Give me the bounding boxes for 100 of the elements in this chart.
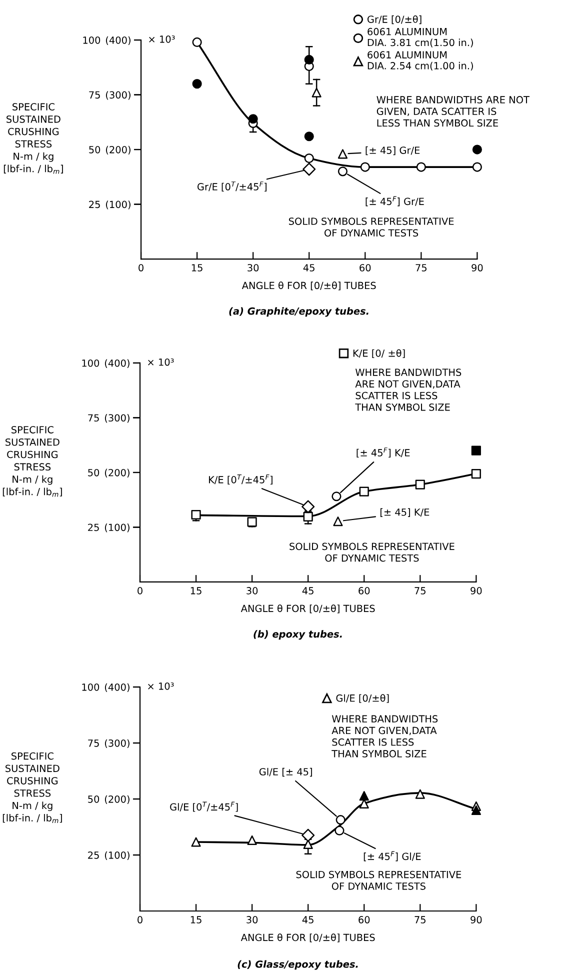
x-tick-label: 60: [358, 916, 370, 924]
y-tick-label: 50: [89, 146, 100, 154]
annotation: × 10³: [148, 358, 174, 366]
annotation: [± 45] K/E: [380, 508, 430, 517]
y-axis-title: SPECIFIC SUSTAINED CRUSHING STRESS N-m / kg [lbf-in. / lb$_{m}$]: [2, 426, 62, 497]
x-tick-label: 60: [358, 587, 370, 594]
annotation: WHERE BANDWIDTHS ARE NOT GIVEN, DATA SCATTER IS LESS THAN SYMBOL SIZE: [376, 96, 530, 127]
x-tick-label: 75: [414, 916, 426, 924]
annotation: × 10³: [149, 35, 175, 43]
x-tick-label: 75: [414, 587, 426, 594]
y2-tick-label: (400): [104, 359, 130, 368]
point: [304, 132, 314, 142]
y-tick-label: 100: [82, 683, 100, 691]
x-tick-label: 45: [302, 916, 314, 924]
y-tick-label: 100: [82, 359, 100, 367]
point: [472, 162, 482, 172]
point: [471, 469, 481, 479]
x-tick-label: 60: [360, 264, 371, 272]
x-tick-label: 45: [302, 587, 314, 594]
point: [302, 500, 315, 514]
point: [334, 826, 344, 836]
legend-label: Gl/E [0/±θ]: [336, 694, 389, 703]
annotation: SOLID SYMBOLS REPRESENTATIVE OF DYNAMIC TESTS: [296, 870, 462, 890]
y2-tick-label: (400): [106, 36, 130, 45]
point: [360, 162, 370, 172]
point: [312, 88, 322, 98]
text: (b) epoxy tubes.: [254, 630, 342, 640]
annotation: Gl/E [0$^{T}$/±45$^{F}$]: [170, 802, 238, 812]
legend-label: K/E [0/ ±θ]: [353, 349, 405, 358]
annotation: SOLID SYMBOLS REPRESENTATIVE OF DYNAMIC TESTS: [288, 218, 454, 237]
x-tick-label: 0: [138, 264, 144, 272]
annotation: SOLID SYMBOLS REPRESENTATIVE OF DYNAMIC TESTS: [290, 542, 454, 562]
point: [415, 789, 425, 799]
point: [472, 144, 482, 154]
point: [304, 153, 314, 164]
y2-tick-label: (100): [106, 200, 130, 210]
point: [338, 166, 348, 176]
y-tick-label: 75: [88, 414, 99, 422]
annotation: WHERE BANDWIDTHS ARE NOT GIVEN,DATA SCATTER IS LESS THAN SYMBOL SIZE: [355, 368, 462, 411]
point: [333, 516, 343, 526]
y-tick-label: 25: [89, 200, 100, 208]
annotation: Gr/E [0$^{T}$/±45$^{F}$]: [198, 182, 267, 192]
x-tick-label: 90: [470, 916, 482, 924]
y-tick-label: 75: [89, 91, 100, 99]
point: [192, 79, 202, 89]
annotation: WHERE BANDWIDTHS ARE NOT GIVEN,DATA SCATTER IS LESS THAN SYMBOL SIZE: [332, 715, 438, 758]
point: [415, 480, 425, 490]
point: [192, 37, 202, 47]
x-axis-title: ANGLE θ FOR [0/±θ] TUBES: [240, 604, 375, 614]
x-tick-label: 75: [416, 264, 427, 272]
y2-tick-label: (400): [104, 683, 130, 692]
y-axis-title: SPECIFIC SUSTAINED CRUSHING STRESS N-m / kg [lbf-in. / lb$_{m}$]: [4, 103, 63, 174]
x-tick-label: 15: [190, 916, 202, 924]
point: [247, 517, 257, 527]
point: [303, 512, 313, 522]
x-axis-title: ANGLE θ FOR [0/±θ] TUBES: [242, 282, 376, 290]
point: [416, 162, 426, 172]
point: [191, 837, 201, 847]
text: (a) Graphite/epoxy tubes.: [229, 307, 368, 317]
y-tick-label: 25: [88, 851, 99, 859]
x-tick-label: 0: [138, 916, 142, 924]
y-axis-title: SPECIFIC SUSTAINED CRUSHING STRESS N-m / kg [lbf-in. / lb$_{m}$]: [2, 752, 62, 823]
point: [471, 805, 481, 815]
text: (c) Glass/epoxy tubes.: [238, 960, 358, 970]
point: [338, 149, 348, 159]
point: [247, 835, 257, 846]
y-tick-label: 75: [88, 740, 99, 747]
annotation: × 10³: [148, 682, 174, 690]
y-tick-label: 100: [83, 36, 100, 44]
x-axis-title: ANGLE θ FOR [0/±θ] TUBES: [240, 934, 375, 942]
y2-tick-label: (300): [106, 91, 130, 100]
point: [302, 828, 315, 842]
point: [304, 54, 314, 65]
point: [471, 446, 481, 456]
point: [336, 815, 346, 825]
point: [248, 114, 258, 124]
y2-tick-label: (100): [104, 524, 130, 532]
x-tick-label: 90: [472, 264, 483, 272]
x-tick-label: 0: [138, 587, 142, 594]
y2-tick-label: (200): [106, 146, 130, 154]
legend-label: 6061 ALUMINUM DIA. 3.81 cm(1.50 in.): [368, 28, 473, 48]
y2-tick-label: (300): [104, 414, 130, 423]
point: [302, 162, 316, 176]
x-tick-label: 30: [246, 916, 258, 924]
point: [359, 486, 369, 496]
y2-tick-label: (100): [104, 851, 130, 860]
legend-label: 6061 ALUMINUM DIA. 2.54 cm(1.00 in.): [368, 51, 473, 71]
y-tick-label: 50: [88, 468, 100, 476]
y2-tick-label: (300): [104, 739, 130, 748]
x-tick-label: 30: [246, 587, 258, 594]
annotation: [± 45] Gr/E: [366, 146, 420, 156]
y2-tick-label: (200): [104, 795, 130, 804]
y2-tick-label: (200): [104, 468, 130, 478]
annotation: K/E [0$^{T}$/±45$^{F}$]: [208, 474, 272, 485]
point: [359, 791, 369, 801]
x-tick-label: 15: [192, 264, 202, 272]
annotation: [± 45$^{F}$] Gr/E: [366, 196, 424, 206]
y-tick-label: 50: [88, 795, 100, 803]
annotation: [± 45$^{F}$] Gl/E: [364, 851, 421, 862]
point: [332, 492, 342, 502]
